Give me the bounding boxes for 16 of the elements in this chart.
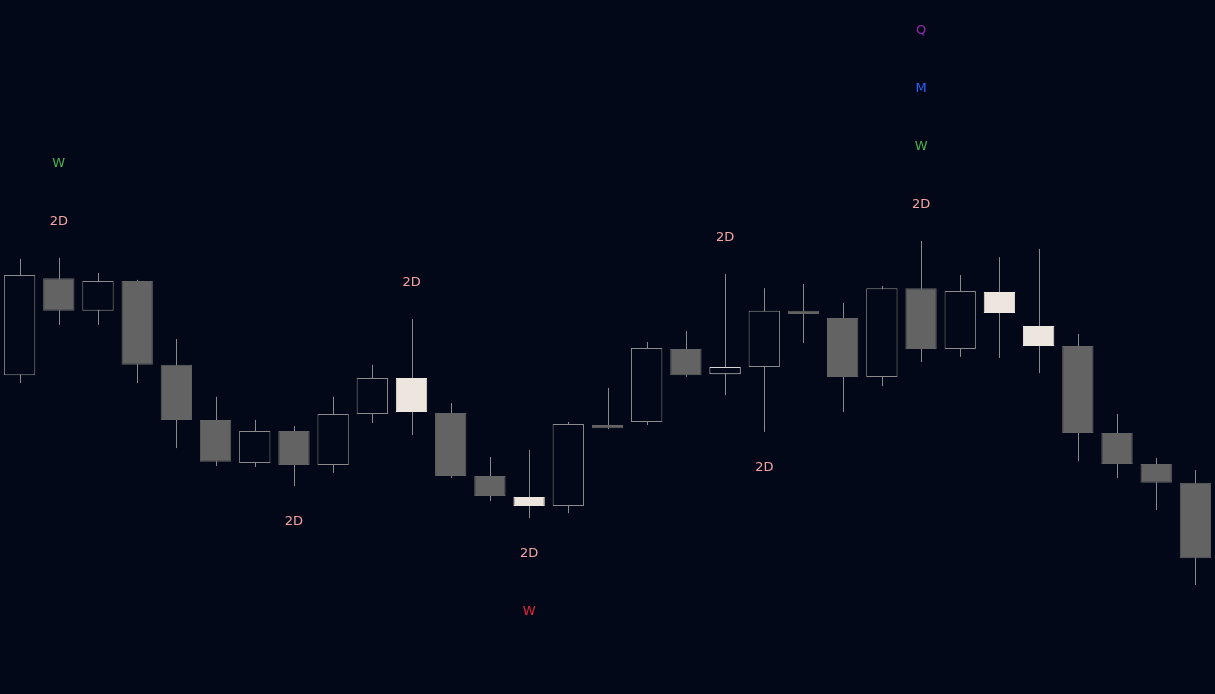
text: Q — [915, 22, 927, 38]
candlestick — [591, 387, 624, 430]
annotation: 2D — [284, 513, 304, 529]
annotation: 2D — [402, 274, 421, 290]
annotation: 2D — [519, 545, 539, 561]
candlestick — [709, 273, 741, 396]
text: M — [915, 80, 927, 96]
annotation: 2D — [49, 213, 68, 229]
candlestick — [787, 283, 820, 344]
annotation: 2D — [755, 459, 774, 475]
candlestick — [513, 449, 545, 519]
text: W — [52, 155, 66, 171]
annotation: 2D — [715, 229, 735, 245]
text: W — [522, 603, 536, 619]
text: W — [914, 138, 928, 154]
annotation: 2D — [911, 196, 931, 212]
